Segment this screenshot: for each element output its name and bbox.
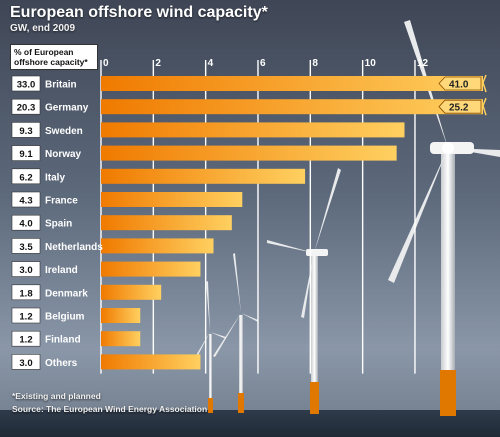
bar-france (101, 192, 243, 207)
share-box (11, 191, 41, 208)
category-label: Sweden (45, 126, 83, 137)
bar-italy (101, 168, 306, 184)
share-value: 6.2 (19, 172, 32, 183)
category-label: Norway (45, 149, 82, 160)
x-tick-label: 4 (208, 58, 214, 69)
bar-germany (101, 99, 483, 115)
share-value: 3.0 (19, 358, 32, 369)
bar-britain (101, 76, 483, 91)
turbine-small-1 (213, 253, 258, 413)
share-value: 4.3 (19, 196, 32, 207)
share-box (11, 75, 41, 92)
share-value: 3.0 (19, 265, 32, 276)
bar-denmark (101, 284, 162, 300)
value-label-box (438, 99, 482, 114)
share-box (11, 122, 41, 138)
bar-belgium (101, 308, 141, 323)
share-box (11, 284, 41, 301)
category-label: Ireland (45, 265, 78, 276)
chart-subtitle: GW, end 2009 (10, 23, 76, 34)
bar-sweden (101, 122, 405, 138)
x-tick-label: 8 (312, 58, 318, 69)
share-box (11, 98, 41, 115)
share-value: 9.1 (19, 149, 33, 160)
axis-break-mark (482, 97, 487, 116)
share-box (11, 145, 41, 161)
share-value: 9.3 (19, 126, 32, 137)
turbine-medium (267, 168, 341, 414)
category-label: Spain (45, 219, 72, 230)
share-value: 1.2 (19, 312, 32, 323)
x-tick-label: 10 (365, 58, 377, 69)
share-value: 1.8 (19, 288, 32, 299)
footnote: *Existing and planned (12, 391, 101, 401)
turbine-large (388, 20, 500, 416)
category-label: Finland (45, 335, 81, 346)
bar-spain (101, 215, 232, 231)
value-label: 25.2 (449, 103, 469, 114)
category-label: Netherlands (45, 242, 103, 253)
share-box (11, 354, 41, 370)
bar-ireland (101, 261, 201, 277)
x-tick-label: 2 (155, 58, 161, 69)
bar-netherlands (101, 238, 214, 254)
bar-norway (101, 145, 397, 161)
share-box (11, 307, 41, 324)
value-label: 41.0 (449, 80, 469, 91)
category-label: France (45, 196, 78, 207)
x-tick-label: 0 (103, 58, 109, 69)
share-box (11, 261, 41, 277)
source-note: Source: The European Wind Energy Associa… (12, 404, 208, 414)
x-tick-label: 6 (260, 58, 266, 69)
chart-title: European offshore wind capacity* (10, 4, 268, 21)
share-box (11, 238, 41, 254)
share-value: 1.2 (19, 335, 32, 346)
category-label: Belgium (45, 312, 85, 323)
share-value: 3.5 (19, 242, 33, 253)
bar-others (101, 354, 201, 370)
value-label-box (438, 76, 482, 91)
share-box (11, 330, 41, 347)
bar-finland (101, 331, 141, 347)
share-column-header: % of European offshore capacity* (10, 44, 98, 70)
axis-break-mark (482, 74, 487, 93)
category-label: Germany (45, 103, 89, 114)
share-value: 33.0 (17, 80, 36, 91)
share-box (11, 168, 41, 185)
share-value: 20.3 (17, 103, 36, 114)
category-label: Italy (45, 172, 65, 183)
x-tick-label: 12 (417, 58, 429, 69)
category-label: Others (45, 358, 78, 369)
category-label: Denmark (45, 288, 88, 299)
category-label: Britain (45, 80, 77, 91)
share-value: 4.0 (19, 219, 32, 230)
share-box (11, 214, 41, 231)
